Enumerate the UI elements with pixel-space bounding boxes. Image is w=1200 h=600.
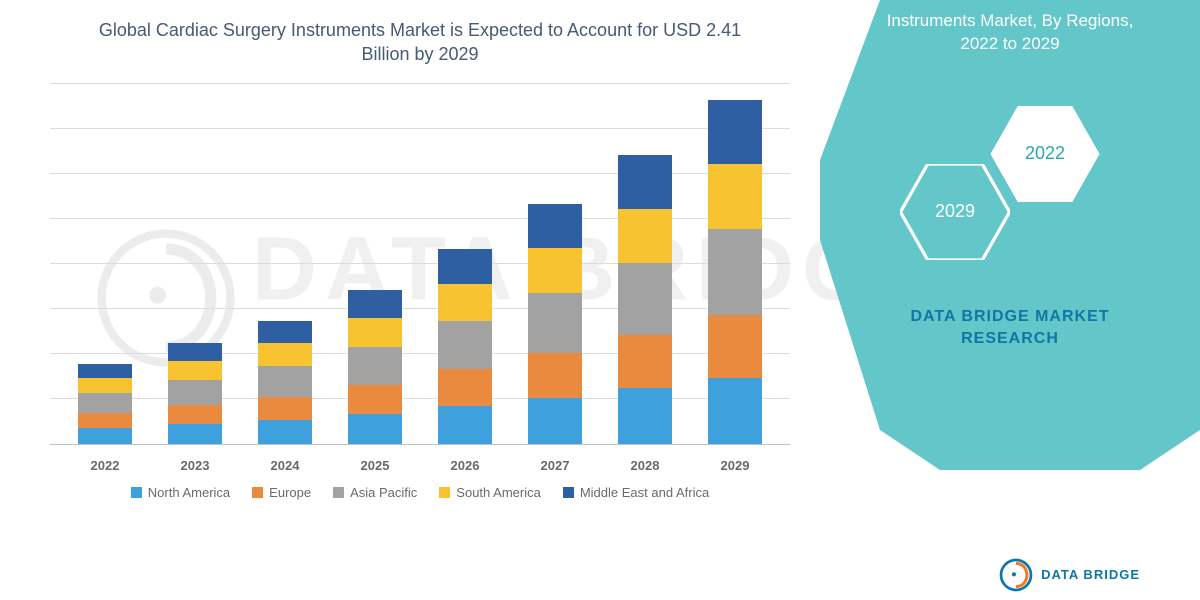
bar-segment — [258, 343, 312, 366]
bar-segment — [528, 204, 582, 248]
legend-label: North America — [148, 485, 230, 500]
chart-title: Global Cardiac Surgery Instruments Marke… — [40, 18, 800, 67]
bar-segment — [168, 361, 222, 380]
chart-area: 2022 2023 2024 2025 2026 2027 2028 2029 — [40, 75, 800, 475]
bar-column — [708, 100, 762, 444]
bar-segment — [258, 397, 312, 420]
legend-swatch — [252, 487, 263, 498]
legend-swatch — [563, 487, 574, 498]
bar-segment — [348, 385, 402, 414]
bar-segment — [618, 155, 672, 209]
hex-pair: 2022 2029 — [840, 86, 1180, 286]
footer-logo: DATA BRIDGE — [999, 558, 1140, 592]
legend-item: Europe — [252, 485, 311, 500]
bar-column — [618, 155, 672, 444]
legend-label: Middle East and Africa — [580, 485, 709, 500]
bar-segment — [78, 428, 132, 444]
bar-segment — [438, 284, 492, 321]
bar-segment — [438, 249, 492, 284]
bar-segment — [618, 388, 672, 444]
legend-swatch — [333, 487, 344, 498]
bar-column — [348, 290, 402, 444]
x-axis-labels: 2022 2023 2024 2025 2026 2027 2028 2029 — [50, 458, 790, 473]
bar-segment — [708, 378, 762, 444]
bar-segment — [168, 343, 222, 361]
footer-logo-text: DATA BRIDGE — [1041, 568, 1140, 582]
brand-name: DATA BRIDGE MARKET RESEARCH — [840, 306, 1180, 351]
brand-line1: DATA BRIDGE MARKET — [840, 306, 1180, 328]
legend-label: Europe — [269, 485, 311, 500]
x-axis-label: 2026 — [438, 458, 492, 473]
x-axis-label: 2023 — [168, 458, 222, 473]
bar-segment — [348, 290, 402, 318]
right-panel: Instruments Market, By Regions, 2022 to … — [820, 0, 1200, 600]
gridline — [50, 83, 790, 84]
bar-segment — [348, 414, 402, 444]
bar-segment — [708, 100, 762, 164]
bar-segment — [708, 229, 762, 315]
bar-segment — [258, 321, 312, 343]
legend-item: Middle East and Africa — [563, 485, 709, 500]
bar-segment — [528, 398, 582, 444]
bar-segment — [348, 347, 402, 385]
bar-segment — [708, 315, 762, 378]
bar-segment — [258, 420, 312, 444]
chart-plot — [50, 85, 790, 445]
footer-logo-icon — [999, 558, 1033, 592]
bar-segment — [348, 318, 402, 347]
hex-badge-2029: 2029 — [900, 164, 1010, 260]
bar-container — [50, 85, 790, 444]
bar-segment — [708, 164, 762, 229]
bar-segment — [618, 263, 672, 335]
brand-line2: RESEARCH — [840, 328, 1180, 350]
bar-column — [438, 249, 492, 444]
bar-segment — [78, 364, 132, 378]
right-panel-title: Instruments Market, By Regions, 2022 to … — [840, 10, 1180, 56]
legend-swatch — [439, 487, 450, 498]
bar-segment — [618, 335, 672, 388]
bar-segment — [78, 413, 132, 428]
hex-2029-label: 2029 — [935, 201, 975, 222]
bar-segment — [168, 405, 222, 424]
bar-segment — [438, 369, 492, 406]
legend-swatch — [131, 487, 142, 498]
legend-item: South America — [439, 485, 541, 500]
bar-segment — [438, 406, 492, 444]
bar-column — [258, 321, 312, 444]
x-axis-label: 2025 — [348, 458, 402, 473]
legend-item: North America — [131, 485, 230, 500]
bar-segment — [528, 248, 582, 293]
bar-segment — [168, 424, 222, 444]
x-axis-label: 2028 — [618, 458, 672, 473]
bar-segment — [528, 353, 582, 398]
x-axis-label: 2024 — [258, 458, 312, 473]
bar-segment — [258, 366, 312, 397]
bar-segment — [618, 209, 672, 263]
x-axis-label: 2022 — [78, 458, 132, 473]
bar-segment — [168, 380, 222, 405]
bar-segment — [438, 321, 492, 369]
legend-label: South America — [456, 485, 541, 500]
bar-column — [78, 364, 132, 444]
x-axis-label: 2027 — [528, 458, 582, 473]
hex-2022-label: 2022 — [1025, 143, 1065, 164]
legend-item: Asia Pacific — [333, 485, 417, 500]
chart-panel: Global Cardiac Surgery Instruments Marke… — [0, 0, 820, 600]
bar-segment — [528, 293, 582, 353]
chart-legend: North America Europe Asia Pacific South Ame… — [40, 485, 800, 500]
bar-segment — [78, 393, 132, 413]
bar-column — [168, 343, 222, 444]
x-axis-label: 2029 — [708, 458, 762, 473]
bar-segment — [78, 378, 132, 393]
bar-column — [528, 204, 582, 444]
legend-label: Asia Pacific — [350, 485, 417, 500]
